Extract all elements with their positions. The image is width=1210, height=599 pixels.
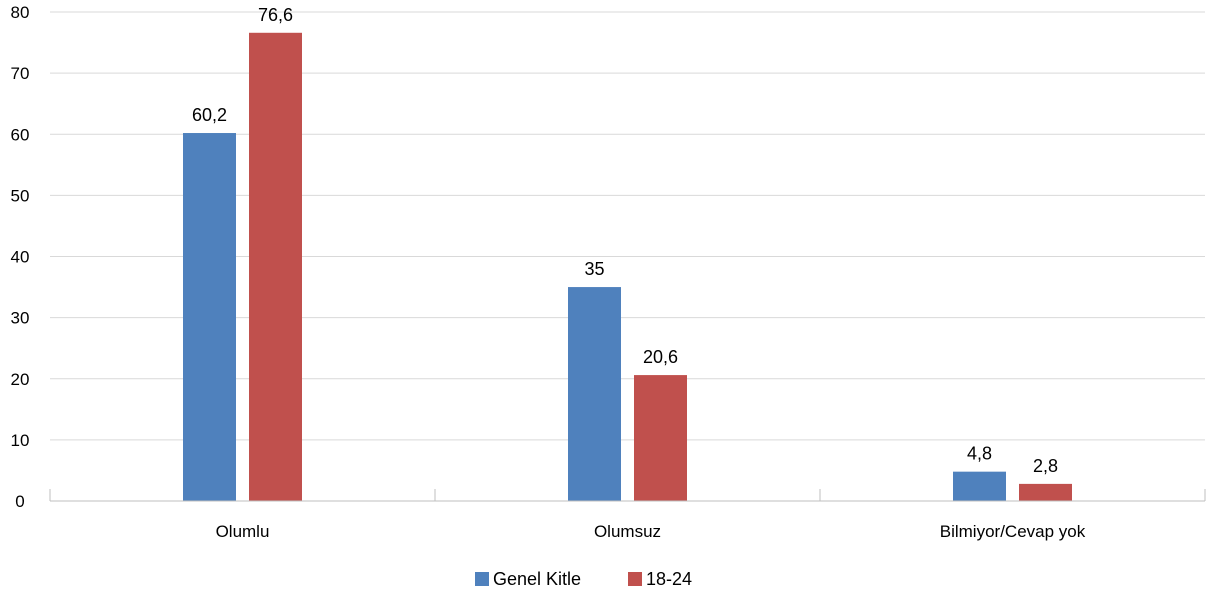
bar <box>249 32 302 501</box>
y-tick-label: 50 <box>11 186 30 205</box>
data-label: 35 <box>584 259 604 279</box>
bar <box>953 471 1006 501</box>
legend-swatch <box>628 572 642 586</box>
bar <box>1019 483 1072 501</box>
x-category-label: Bilmiyor/Cevap yok <box>940 522 1086 541</box>
x-category-label: Olumlu <box>216 522 270 541</box>
y-tick-label: 10 <box>11 431 30 450</box>
legend-label: 18-24 <box>646 569 692 589</box>
legend-swatch <box>475 572 489 586</box>
bar <box>634 375 687 501</box>
bar <box>183 133 236 501</box>
x-axis <box>49 489 1206 502</box>
y-tick-label: 0 <box>15 492 24 511</box>
y-tick-label: 70 <box>11 64 30 83</box>
data-label: 20,6 <box>643 347 678 367</box>
x-category-label: Olumsuz <box>594 522 661 541</box>
y-axis-ticks: 0 10 20 30 40 50 60 70 80 <box>11 3 30 511</box>
x-axis-categories: Olumlu Olumsuz Bilmiyor/Cevap yok <box>216 522 1086 541</box>
gridlines <box>50 11 1205 441</box>
legend-label: Genel Kitle <box>493 569 581 589</box>
y-tick-label: 40 <box>11 248 30 267</box>
data-label: 76,6 <box>258 5 293 25</box>
y-tick-label: 80 <box>11 3 30 22</box>
data-labels: 60,2 76,6 35 20,6 4,8 2,8 <box>192 5 1058 476</box>
data-label: 4,8 <box>967 444 992 464</box>
y-tick-label: 30 <box>11 309 30 328</box>
legend: Genel Kitle 18-24 <box>475 569 692 589</box>
bars <box>183 32 1072 501</box>
y-tick-label: 20 <box>11 370 30 389</box>
data-label: 2,8 <box>1033 456 1058 476</box>
y-tick-label: 60 <box>11 125 30 144</box>
data-label: 60,2 <box>192 105 227 125</box>
bar <box>568 287 621 501</box>
